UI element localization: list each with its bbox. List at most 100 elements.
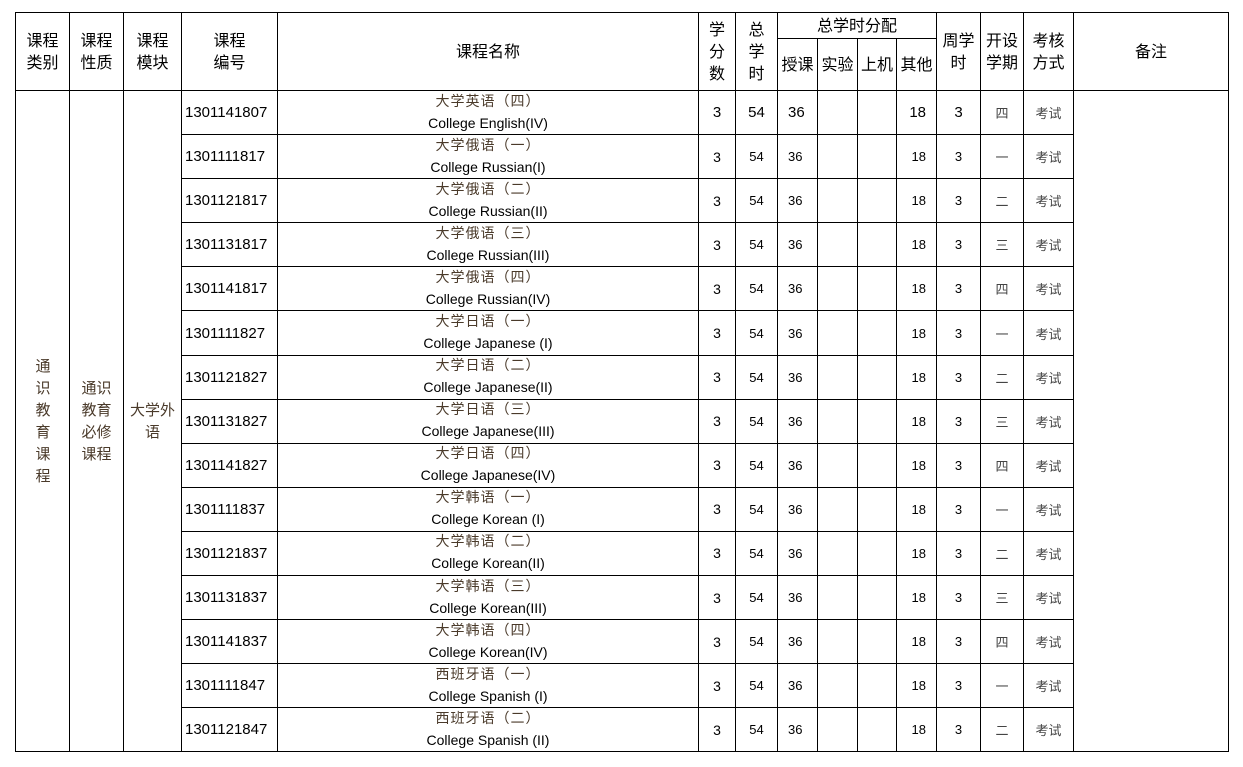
lecture-hours: 36 (777, 707, 818, 753)
total-hours: 54 (735, 178, 778, 224)
course-name: 大学韩语（一） College Korean (I) (277, 486, 699, 532)
total-hours: 54 (735, 663, 778, 709)
weekly-hours: 3 (936, 310, 982, 356)
course-code: 1301111827 (181, 310, 278, 356)
total-hours: 54 (735, 442, 778, 488)
table-row: 1301111847 西班牙语（一） College Spanish (I) 3 54 3… (16, 663, 1229, 709)
other-hours: 18 (895, 486, 938, 532)
course-name-cn: 大学韩语（二） (435, 534, 541, 551)
semester: 二 (980, 178, 1025, 224)
credits: 3 (698, 442, 736, 488)
assessment: 考试 (1023, 178, 1075, 224)
total-hours: 54 (735, 89, 778, 136)
semester: 一 (980, 486, 1025, 532)
course-name-en: College Korean(IV) (428, 643, 548, 660)
assessment: 考试 (1023, 354, 1075, 400)
table-row: 1301111817 大学俄语（一） College Russian(I) 3 54 36… (16, 134, 1229, 180)
experiment-hours (817, 530, 858, 577)
other-hours: 18 (895, 442, 938, 488)
course-code: 1301121847 (181, 707, 278, 753)
semester: 四 (980, 442, 1025, 488)
semester: 四 (980, 89, 1025, 136)
assessment: 考试 (1023, 530, 1075, 577)
total-hours: 54 (735, 707, 778, 753)
course-name: 西班牙语（一） College Spanish (I) (277, 663, 699, 709)
semester: 三 (980, 575, 1025, 621)
header-assessment: 考核方式 (1023, 12, 1075, 91)
experiment-hours (817, 575, 858, 621)
weekly-hours: 3 (936, 354, 982, 400)
other-hours: 18 (895, 530, 938, 577)
course-name-cn: 大学韩语（四） (435, 622, 541, 639)
credits: 3 (698, 575, 736, 621)
other-hours: 18 (895, 89, 938, 136)
course-name-cn: 大学韩语（三） (435, 578, 541, 595)
experiment-hours (817, 178, 858, 224)
experiment-hours (817, 663, 858, 709)
total-hours: 54 (735, 486, 778, 532)
lecture-hours: 36 (777, 398, 818, 444)
weekly-hours: 3 (936, 663, 982, 709)
course-name-cn: 大学日语（四） (435, 446, 541, 463)
course-name-en: College Russian(I) (430, 158, 546, 175)
total-hours: 54 (735, 575, 778, 621)
semester: 三 (980, 222, 1025, 268)
semester: 二 (980, 707, 1025, 753)
course-table: 课程类别 课程性质 课程模块 课程编号 课程名称 学分数 总学时 总学时分配 周… (15, 12, 1230, 753)
course-name-cn: 大学俄语（一） (435, 137, 541, 154)
experiment-hours (817, 310, 858, 356)
other-hours: 18 (895, 310, 938, 356)
course-name: 大学英语（四） College English(IV) (277, 89, 699, 136)
credits: 3 (698, 707, 736, 753)
total-hours: 54 (735, 398, 778, 444)
course-name: 大学韩语（四） College Korean(IV) (277, 619, 699, 665)
lecture-hours: 36 (777, 89, 818, 136)
experiment-hours (817, 398, 858, 444)
experiment-hours (817, 222, 858, 268)
semester: 三 (980, 398, 1025, 444)
course-name-cn: 大学英语（四） (435, 93, 541, 110)
lecture-hours: 36 (777, 222, 818, 268)
computer-hours (857, 707, 897, 753)
course-name-en: College Spanish (I) (428, 687, 548, 704)
credits: 3 (698, 222, 736, 268)
credits: 3 (698, 178, 736, 224)
semester: 四 (980, 266, 1025, 312)
experiment-hours (817, 89, 858, 136)
other-hours: 18 (895, 619, 938, 665)
header-hours-distribution: 总学时分配 (776, 12, 938, 39)
course-name-cn: 大学日语（三） (435, 402, 541, 419)
course-name-en: College Russian(III) (426, 246, 550, 263)
table-row: 1301121847 西班牙语（二） College Spanish (II) 3 54… (16, 707, 1229, 753)
course-name: 大学俄语（二） College Russian(II) (277, 178, 699, 224)
course-name-cn: 大学日语（一） (435, 314, 541, 331)
header-computer: 上机 (857, 38, 897, 91)
weekly-hours: 3 (936, 178, 982, 224)
course-nature: 通识教育必修课程 (69, 89, 124, 753)
total-hours: 54 (735, 266, 778, 312)
other-hours: 18 (895, 575, 938, 621)
assessment: 考试 (1023, 310, 1075, 356)
assessment: 考试 (1023, 486, 1075, 532)
weekly-hours: 3 (936, 442, 982, 488)
course-name-cn: 西班牙语（二） (435, 710, 541, 727)
lecture-hours: 36 (777, 266, 818, 312)
course-code: 1301121837 (181, 530, 278, 577)
weekly-hours: 3 (936, 530, 982, 577)
assessment: 考试 (1023, 575, 1075, 621)
course-code: 1301121817 (181, 178, 278, 224)
course-code: 1301131817 (181, 222, 278, 268)
course-code: 1301131837 (181, 575, 278, 621)
course-name-en: College Korean (I) (431, 511, 545, 528)
course-code: 1301111837 (181, 486, 278, 532)
table-row: 1301111827 大学日语（一） College Japanese (I) 3 54… (16, 310, 1229, 356)
credits: 3 (698, 89, 736, 136)
course-module-text: 大学外语 (129, 401, 175, 442)
total-hours: 54 (735, 619, 778, 665)
computer-hours (857, 222, 897, 268)
course-name-en: College Korean(II) (431, 555, 545, 572)
credits: 3 (698, 354, 736, 400)
computer-hours (857, 530, 897, 577)
course-name-en: College English(IV) (428, 114, 548, 131)
total-hours: 54 (735, 134, 778, 180)
